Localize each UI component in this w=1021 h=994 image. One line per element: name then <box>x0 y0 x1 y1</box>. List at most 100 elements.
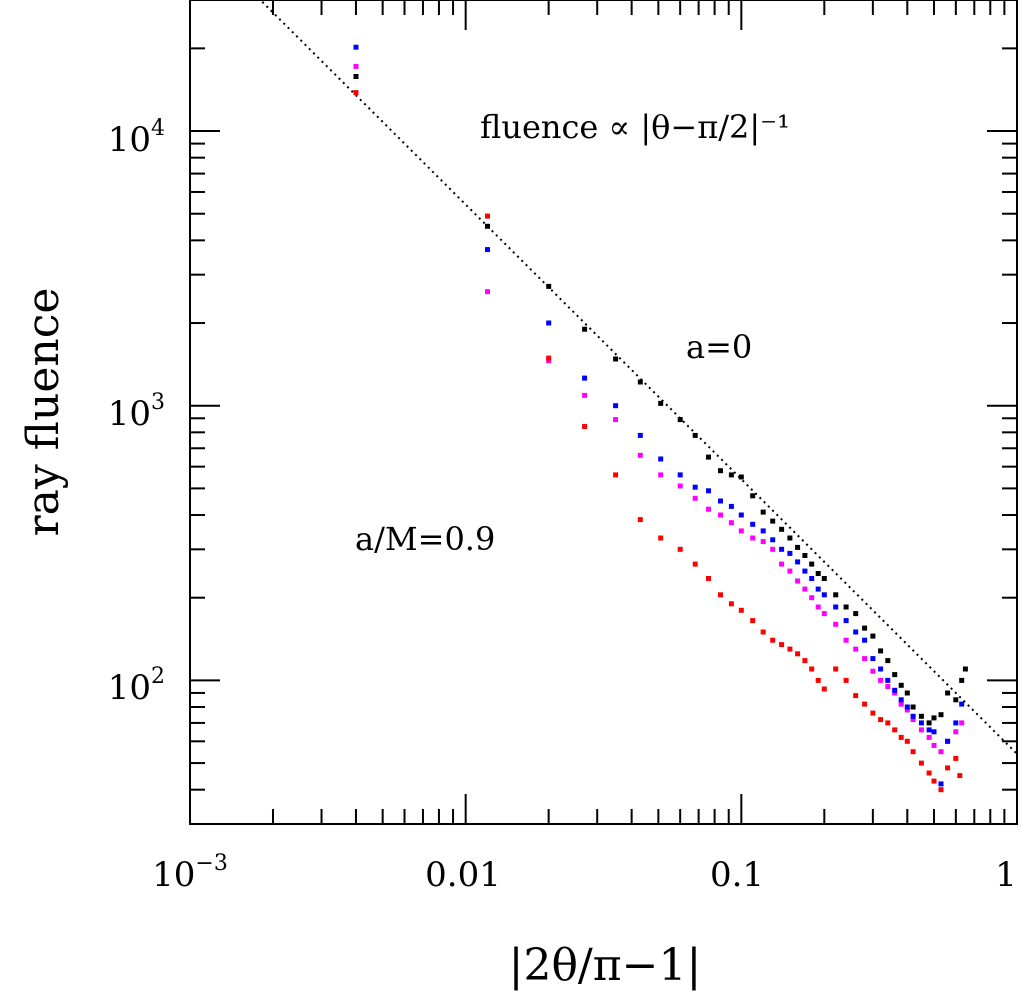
data-point-series-2 <box>926 727 932 733</box>
data-point-series-3 <box>658 535 664 541</box>
data-point-series-2 <box>910 713 916 719</box>
data-point-series-0 <box>677 417 683 423</box>
data-point-series-1 <box>904 707 910 713</box>
data-point-series-0 <box>862 625 868 631</box>
data-point-series-0 <box>658 400 664 406</box>
data-point-series-1 <box>728 520 734 526</box>
data-point-series-3 <box>692 561 698 567</box>
data-point-series-2 <box>802 568 808 574</box>
data-point-series-1 <box>931 742 937 748</box>
plot-frame <box>189 0 1018 825</box>
data-point-series-3 <box>718 592 723 598</box>
data-point-series-1 <box>959 720 965 726</box>
data-point-series-3 <box>945 765 951 771</box>
data-point-series-0 <box>821 576 827 581</box>
data-point-series-0 <box>718 468 723 474</box>
y-axis-title: ray fluence <box>18 288 69 537</box>
data-point-series-3 <box>728 601 734 607</box>
data-point-series-0 <box>959 677 965 683</box>
data-point-series-3 <box>931 778 937 784</box>
data-point-series-3 <box>918 760 924 766</box>
data-point-series-3 <box>613 472 619 478</box>
data-point-series-0 <box>885 658 891 664</box>
data-point-series-0 <box>546 283 552 289</box>
data-point-series-0 <box>795 544 801 550</box>
data-point-series-3 <box>862 701 868 707</box>
data-point-series-3 <box>779 642 785 648</box>
data-point-series-3 <box>953 755 959 761</box>
data-point-series-1 <box>885 684 891 689</box>
data-point-series-2 <box>779 546 785 552</box>
data-point-series-1 <box>821 611 827 617</box>
data-point-series-0 <box>918 713 924 719</box>
data-point-series-1 <box>870 668 876 674</box>
data-point-series-0 <box>738 474 744 480</box>
data-point-series-1 <box>853 646 859 652</box>
data-point-series-2 <box>853 629 859 635</box>
data-point-series-1 <box>582 392 588 398</box>
data-point-series-2 <box>809 576 815 581</box>
data-point-series-2 <box>815 586 821 592</box>
data-point-series-2 <box>760 528 766 534</box>
data-point-series-3 <box>637 517 643 523</box>
data-point-series-2 <box>938 781 944 787</box>
data-point-series-0 <box>637 379 643 385</box>
data-point-series-2 <box>959 701 965 707</box>
a09-annotation: a/M=0.9 <box>355 520 495 558</box>
data-point-series-0 <box>353 74 359 79</box>
data-point-series-0 <box>843 604 849 610</box>
data-point-series-3 <box>787 646 793 652</box>
data-point-series-3 <box>853 693 859 699</box>
data-point-series-3 <box>904 738 910 744</box>
data-point-series-2 <box>582 375 588 381</box>
reference-line <box>258 0 1018 755</box>
data-point-series-0 <box>802 553 808 558</box>
data-point-series-2 <box>353 44 359 50</box>
data-point-series-2 <box>770 537 776 543</box>
data-point-series-2 <box>833 604 839 610</box>
data-point-series-0 <box>931 715 937 721</box>
data-point-series-2 <box>862 637 868 643</box>
data-point-series-0 <box>938 712 944 718</box>
data-point-series-1 <box>787 568 793 574</box>
data-point-series-2 <box>546 320 552 326</box>
data-point-series-1 <box>770 546 776 552</box>
data-point-series-0 <box>953 697 959 703</box>
data-point-series-1 <box>677 483 683 489</box>
data-point-series-0 <box>582 326 588 332</box>
data-point-series-3 <box>706 576 711 581</box>
data-point-series-3 <box>760 629 766 635</box>
data-point-series-1 <box>833 621 839 627</box>
data-points-layer <box>353 44 968 793</box>
data-point-series-3 <box>878 717 884 723</box>
data-point-series-3 <box>802 658 808 664</box>
data-point-series-3 <box>485 213 490 219</box>
data-point-series-3 <box>809 666 815 672</box>
data-point-series-1 <box>926 734 932 740</box>
data-point-series-1 <box>802 586 808 592</box>
data-point-series-3 <box>892 727 898 733</box>
data-point-series-3 <box>938 787 944 793</box>
data-point-series-0 <box>878 648 884 654</box>
data-point-series-2 <box>904 704 910 710</box>
data-point-series-0 <box>910 704 916 710</box>
data-point-series-2 <box>750 521 756 527</box>
data-point-series-1 <box>910 717 916 723</box>
x-tick-label-0.01: 0.01 <box>425 855 501 895</box>
data-point-series-1 <box>750 535 756 541</box>
reference-line-layer <box>258 0 1018 755</box>
data-point-series-2 <box>898 697 904 703</box>
data-point-series-3 <box>898 734 904 740</box>
data-point-series-0 <box>485 223 490 229</box>
data-point-series-0 <box>926 720 932 726</box>
data-point-series-1 <box>815 604 821 610</box>
data-point-series-2 <box>795 559 801 565</box>
data-point-series-0 <box>904 690 910 696</box>
data-point-series-3 <box>885 720 891 726</box>
data-point-series-2 <box>637 432 643 438</box>
data-point-series-0 <box>945 690 951 696</box>
data-point-series-0 <box>892 672 898 678</box>
data-point-series-0 <box>853 611 859 617</box>
data-point-series-3 <box>738 607 744 613</box>
data-point-series-0 <box>833 592 839 598</box>
